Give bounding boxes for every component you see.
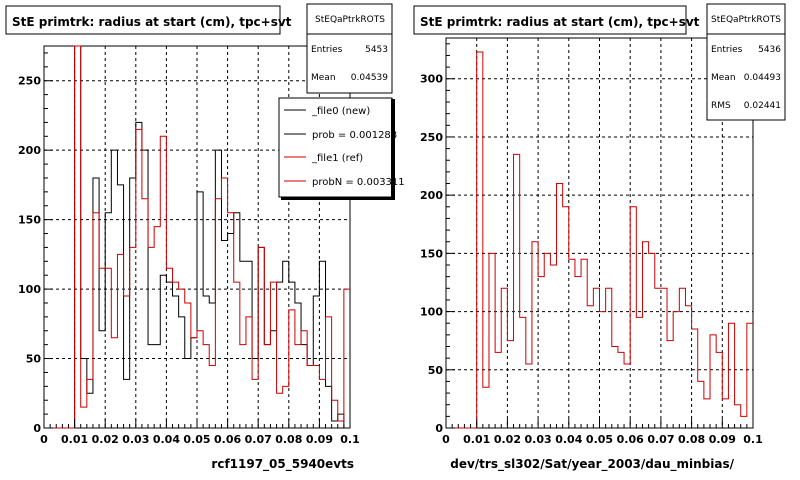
right-stats-name: StEQaPtrkROTS — [711, 15, 781, 25]
right-stats-rms-label: RMS — [711, 101, 731, 111]
legend-entry-file0: _file0 (new) — [284, 106, 370, 117]
right-x-axis-label: dev/trs_sl302/Sat/year_2003/dau_minbias/ — [450, 457, 734, 472]
left-histograms — [44, 45, 350, 429]
x-tick-label: 0.04 — [555, 433, 582, 446]
left-legend-shadow — [391, 99, 395, 199]
left-stats-mean-label: Mean — [311, 73, 336, 83]
left-legend-shadow-bottom — [281, 197, 395, 200]
x-tick-label: 0.05 — [586, 433, 613, 446]
legend-label-file1: _file1 (ref) — [311, 153, 363, 164]
right-stats-entries-label: Entries — [711, 45, 743, 55]
right-stats-mean-value: 0.04493 — [744, 73, 781, 83]
legend-label-prob: prob = 0.001288 — [312, 130, 397, 141]
y-tick-label: 0 — [33, 422, 41, 435]
left-histogram-pad: 0 0.01 0.02 0.03 0.04 0.05 0.06 0.07 0.08 0.09 0.1… — [5, 3, 405, 472]
legend-entry-file1: _file1 (ref) — [284, 153, 363, 164]
left-stats-name: StEQaPtrkROTS — [315, 15, 385, 25]
x-tick-label: 0.06 — [214, 433, 241, 446]
y-tick-label: 50 — [428, 364, 444, 377]
x-tick-label: 0.05 — [183, 433, 210, 446]
y-tick-label: 200 — [420, 189, 443, 202]
y-tick-label: 0 — [435, 422, 443, 435]
left-chart-title: StE primtrk: radius at start (cm), tpc+s… — [12, 15, 292, 29]
y-tick-label: 200 — [18, 144, 41, 157]
y-tick-label: 100 — [420, 306, 443, 319]
x-tick-label: 0 — [442, 433, 450, 446]
left-x-axis-label: rcf1197_05_5940evts — [211, 457, 354, 472]
left-stats-entries-label: Entries — [311, 45, 343, 55]
legend-entry-prob: prob = 0.001288 — [284, 130, 397, 141]
x-tick-label: 0.03 — [525, 433, 552, 446]
x-tick-label: 0.02 — [92, 433, 119, 446]
x-tick-label: 0.03 — [122, 433, 149, 446]
y-tick-label: 250 — [420, 131, 443, 144]
right-title-box — [413, 5, 687, 35]
x-tick-label: 0.09 — [306, 433, 333, 446]
x-tick-label: 0.02 — [494, 433, 521, 446]
legend-entry-probn: probN = 0.003311 — [284, 177, 405, 188]
x-tick-label: 0.06 — [617, 433, 644, 446]
left-stats-box — [306, 3, 393, 94]
y-tick-label: 250 — [18, 75, 41, 88]
histogram-series-file1-ref — [44, 45, 350, 429]
left-stats-mean-value: 0.04539 — [351, 73, 388, 83]
left-title-box — [5, 5, 281, 35]
histogram-series-file1-ref — [446, 51, 753, 429]
right-histograms — [446, 51, 753, 429]
right-stats-box — [706, 3, 786, 121]
y-tick-label: 150 — [18, 214, 41, 227]
x-tick-label: 0.1 — [340, 433, 360, 446]
histogram-series-file0-new — [44, 45, 350, 429]
x-tick-label: 0.07 — [245, 433, 272, 446]
x-tick-label: 0.01 — [463, 433, 490, 446]
x-tick-label: 0.08 — [275, 433, 302, 446]
right-histogram-pad: 0 0.01 0.02 0.03 0.04 0.05 0.06 0.07 0.08 0.09 0.1… — [413, 3, 786, 472]
right-chart-title: StE primtrk: radius at start (cm), tpc+s… — [420, 15, 700, 29]
left-stats-entries-value: 5453 — [365, 45, 388, 55]
x-tick-label: 0.07 — [647, 433, 674, 446]
x-tick-label: 0.1 — [743, 433, 763, 446]
x-tick-label: 0.01 — [61, 433, 88, 446]
left-axes: 0 0.01 0.02 0.03 0.04 0.05 0.06 0.07 0.08 0.09 0.1… — [18, 52, 360, 446]
right-stats-rms-value: 0.02441 — [744, 101, 781, 111]
legend-label-probn: probN = 0.003311 — [312, 177, 405, 188]
y-tick-label: 150 — [420, 247, 443, 260]
legend-label-file0: _file0 (new) — [311, 106, 370, 117]
y-tick-label: 300 — [420, 73, 443, 86]
x-tick-label: 0 — [40, 433, 48, 446]
y-tick-label: 50 — [26, 353, 42, 366]
y-tick-label: 100 — [18, 283, 41, 296]
right-stats-entries-value: 5436 — [758, 45, 781, 55]
x-tick-label: 0.09 — [709, 433, 736, 446]
right-axes: 0 0.01 0.02 0.03 0.04 0.05 0.06 0.07 0.08 0.09 0.1… — [420, 43, 763, 446]
right-stats-mean-label: Mean — [711, 73, 736, 83]
x-tick-label: 0.08 — [678, 433, 705, 446]
x-tick-label: 0.04 — [153, 433, 180, 446]
